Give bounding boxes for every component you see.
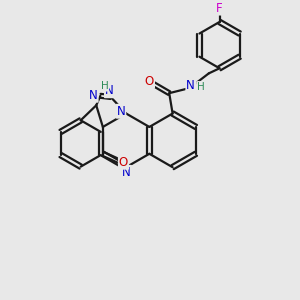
Text: N: N bbox=[105, 84, 114, 97]
Text: F: F bbox=[216, 2, 223, 15]
Text: N: N bbox=[122, 166, 131, 179]
Text: N: N bbox=[117, 105, 125, 118]
Text: H: H bbox=[197, 82, 205, 92]
Text: N: N bbox=[89, 89, 98, 102]
Text: O: O bbox=[145, 75, 154, 88]
Text: N: N bbox=[186, 79, 195, 92]
Text: O: O bbox=[119, 156, 128, 169]
Text: H: H bbox=[100, 81, 108, 91]
